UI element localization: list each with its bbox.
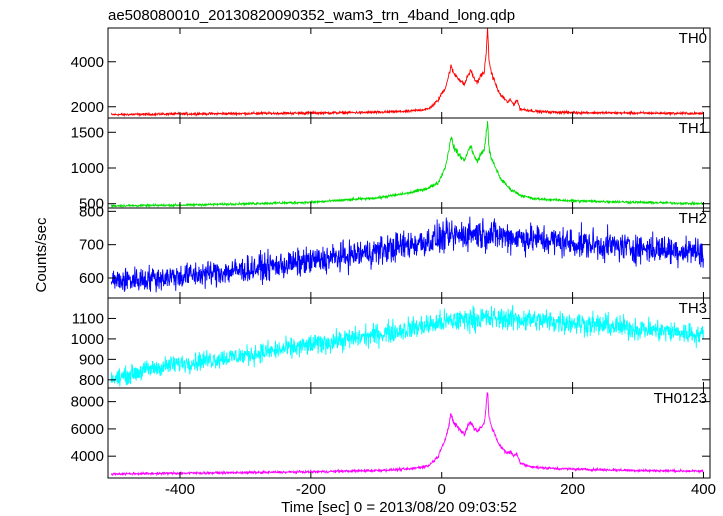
chart-title: ae508080010_20130820090352_wam3_trn_4ban… [108,7,515,24]
x-axis-title: Time [sec] 0 = 2013/08/20 09:03:52 [281,499,517,516]
y-tick-label-th2-700: 700 [79,237,104,254]
series-line-th2 [110,216,704,293]
y-tick-label-th3-1000: 1000 [71,331,104,348]
y-tick-label-th2-800: 800 [79,203,104,220]
panel-frame-th1 [107,117,711,209]
panel-label-th0: TH0 [679,30,707,47]
panel-label-th2: TH2 [679,210,707,227]
x-tick-label-200: 200 [560,481,585,498]
x-tick-label--200: -200 [296,481,326,498]
x-tick-label-400: 400 [691,481,716,498]
y-tick-label-th3-1100: 1100 [72,310,104,327]
x-tick-label--400: -400 [165,481,195,498]
panel-label-th1: TH1 [679,120,707,137]
y-tick-label-th0123-8000: 8000 [71,394,104,411]
series-line-th3 [110,304,704,387]
series-line-th0 [110,28,704,118]
y-tick-label-th1-500: 500 [79,196,104,213]
x-tick-label-0: 0 [438,481,446,498]
panel-frame-th0 [107,27,711,119]
y-tick-label-th0123-6000: 6000 [71,421,104,438]
series-line-th0123 [110,392,704,477]
panel-label-th3: TH3 [679,300,707,317]
panel-frame-th3 [107,297,711,389]
y-tick-label-th2-600: 600 [79,270,104,287]
panel-label-th0123: TH0123 [654,390,707,407]
series-line-th1 [110,121,704,208]
y-tick-label-th1-1000: 1000 [71,160,104,177]
y-tick-label-th3-800: 800 [79,372,104,389]
y-tick-label-th1-1500: 1500 [71,124,104,141]
y-tick-label-th3-900: 900 [79,351,104,368]
y-tick-label-th0-4000: 4000 [71,54,104,71]
y-axis-title: Counts/sec [33,217,50,293]
panel-frame-th0123 [107,387,711,479]
y-tick-label-th0123-4000: 4000 [71,448,104,465]
y-tick-label-th0-2000: 2000 [71,99,104,116]
